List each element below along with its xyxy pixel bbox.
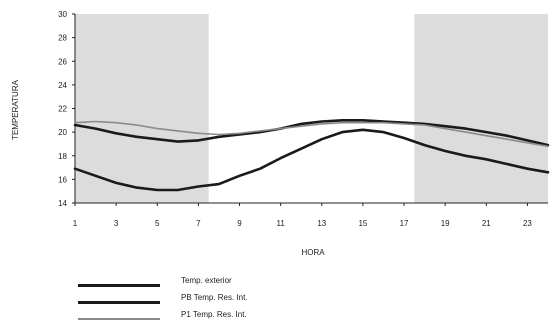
x-tick-label: 23 <box>523 219 532 228</box>
series-line-2 <box>73 119 550 147</box>
legend-swatch <box>78 284 160 287</box>
y-tick-label: 20 <box>58 128 67 137</box>
y-tick-label: 26 <box>58 57 67 66</box>
shaded-band <box>414 14 548 203</box>
x-tick-label: 15 <box>358 219 367 228</box>
shaded-band <box>75 14 209 203</box>
x-tick-label: 7 <box>196 219 201 228</box>
series-lines <box>73 119 550 192</box>
y-axis-label: TEMPERATURA <box>11 79 20 140</box>
x-tick-label: 3 <box>114 219 119 228</box>
x-tick-label: 19 <box>441 219 450 228</box>
legend-swatch <box>78 318 160 320</box>
x-tick-label: 9 <box>237 219 242 228</box>
series-line-1 <box>73 128 550 192</box>
y-tick-label: 24 <box>58 81 67 90</box>
legend-item-pb-temp: PB Temp. Res. Int. <box>78 293 398 310</box>
x-tick-label: 21 <box>482 219 491 228</box>
y-tick-label: 22 <box>58 105 67 114</box>
legend: Temp. exterior PB Temp. Res. Int. P1 Tem… <box>78 276 398 327</box>
x-tick-label: 13 <box>317 219 326 228</box>
y-tick-label: 14 <box>58 199 67 208</box>
legend-swatch <box>78 301 160 304</box>
x-tick-label: 11 <box>276 219 285 228</box>
y-tick-label: 18 <box>58 152 67 161</box>
legend-label: Temp. exterior <box>181 276 232 285</box>
y-tick-label: 16 <box>58 175 67 184</box>
y-tick-label: 30 <box>58 10 67 19</box>
shaded-regions <box>75 14 548 203</box>
y-tick-label: 28 <box>58 34 67 43</box>
x-tick-label: 17 <box>400 219 409 228</box>
x-tick-label: 5 <box>155 219 160 228</box>
x-axis-label: HORA <box>301 248 325 257</box>
legend-item-p1-temp: P1 Temp. Res. Int. <box>78 310 398 327</box>
x-tick-label: 1 <box>73 219 78 228</box>
legend-label: PB Temp. Res. Int. <box>181 293 248 302</box>
legend-item-temp-exterior: Temp. exterior <box>78 276 398 293</box>
series-line-3 <box>74 120 549 148</box>
legend-label: P1 Temp. Res. Int. <box>181 310 247 319</box>
